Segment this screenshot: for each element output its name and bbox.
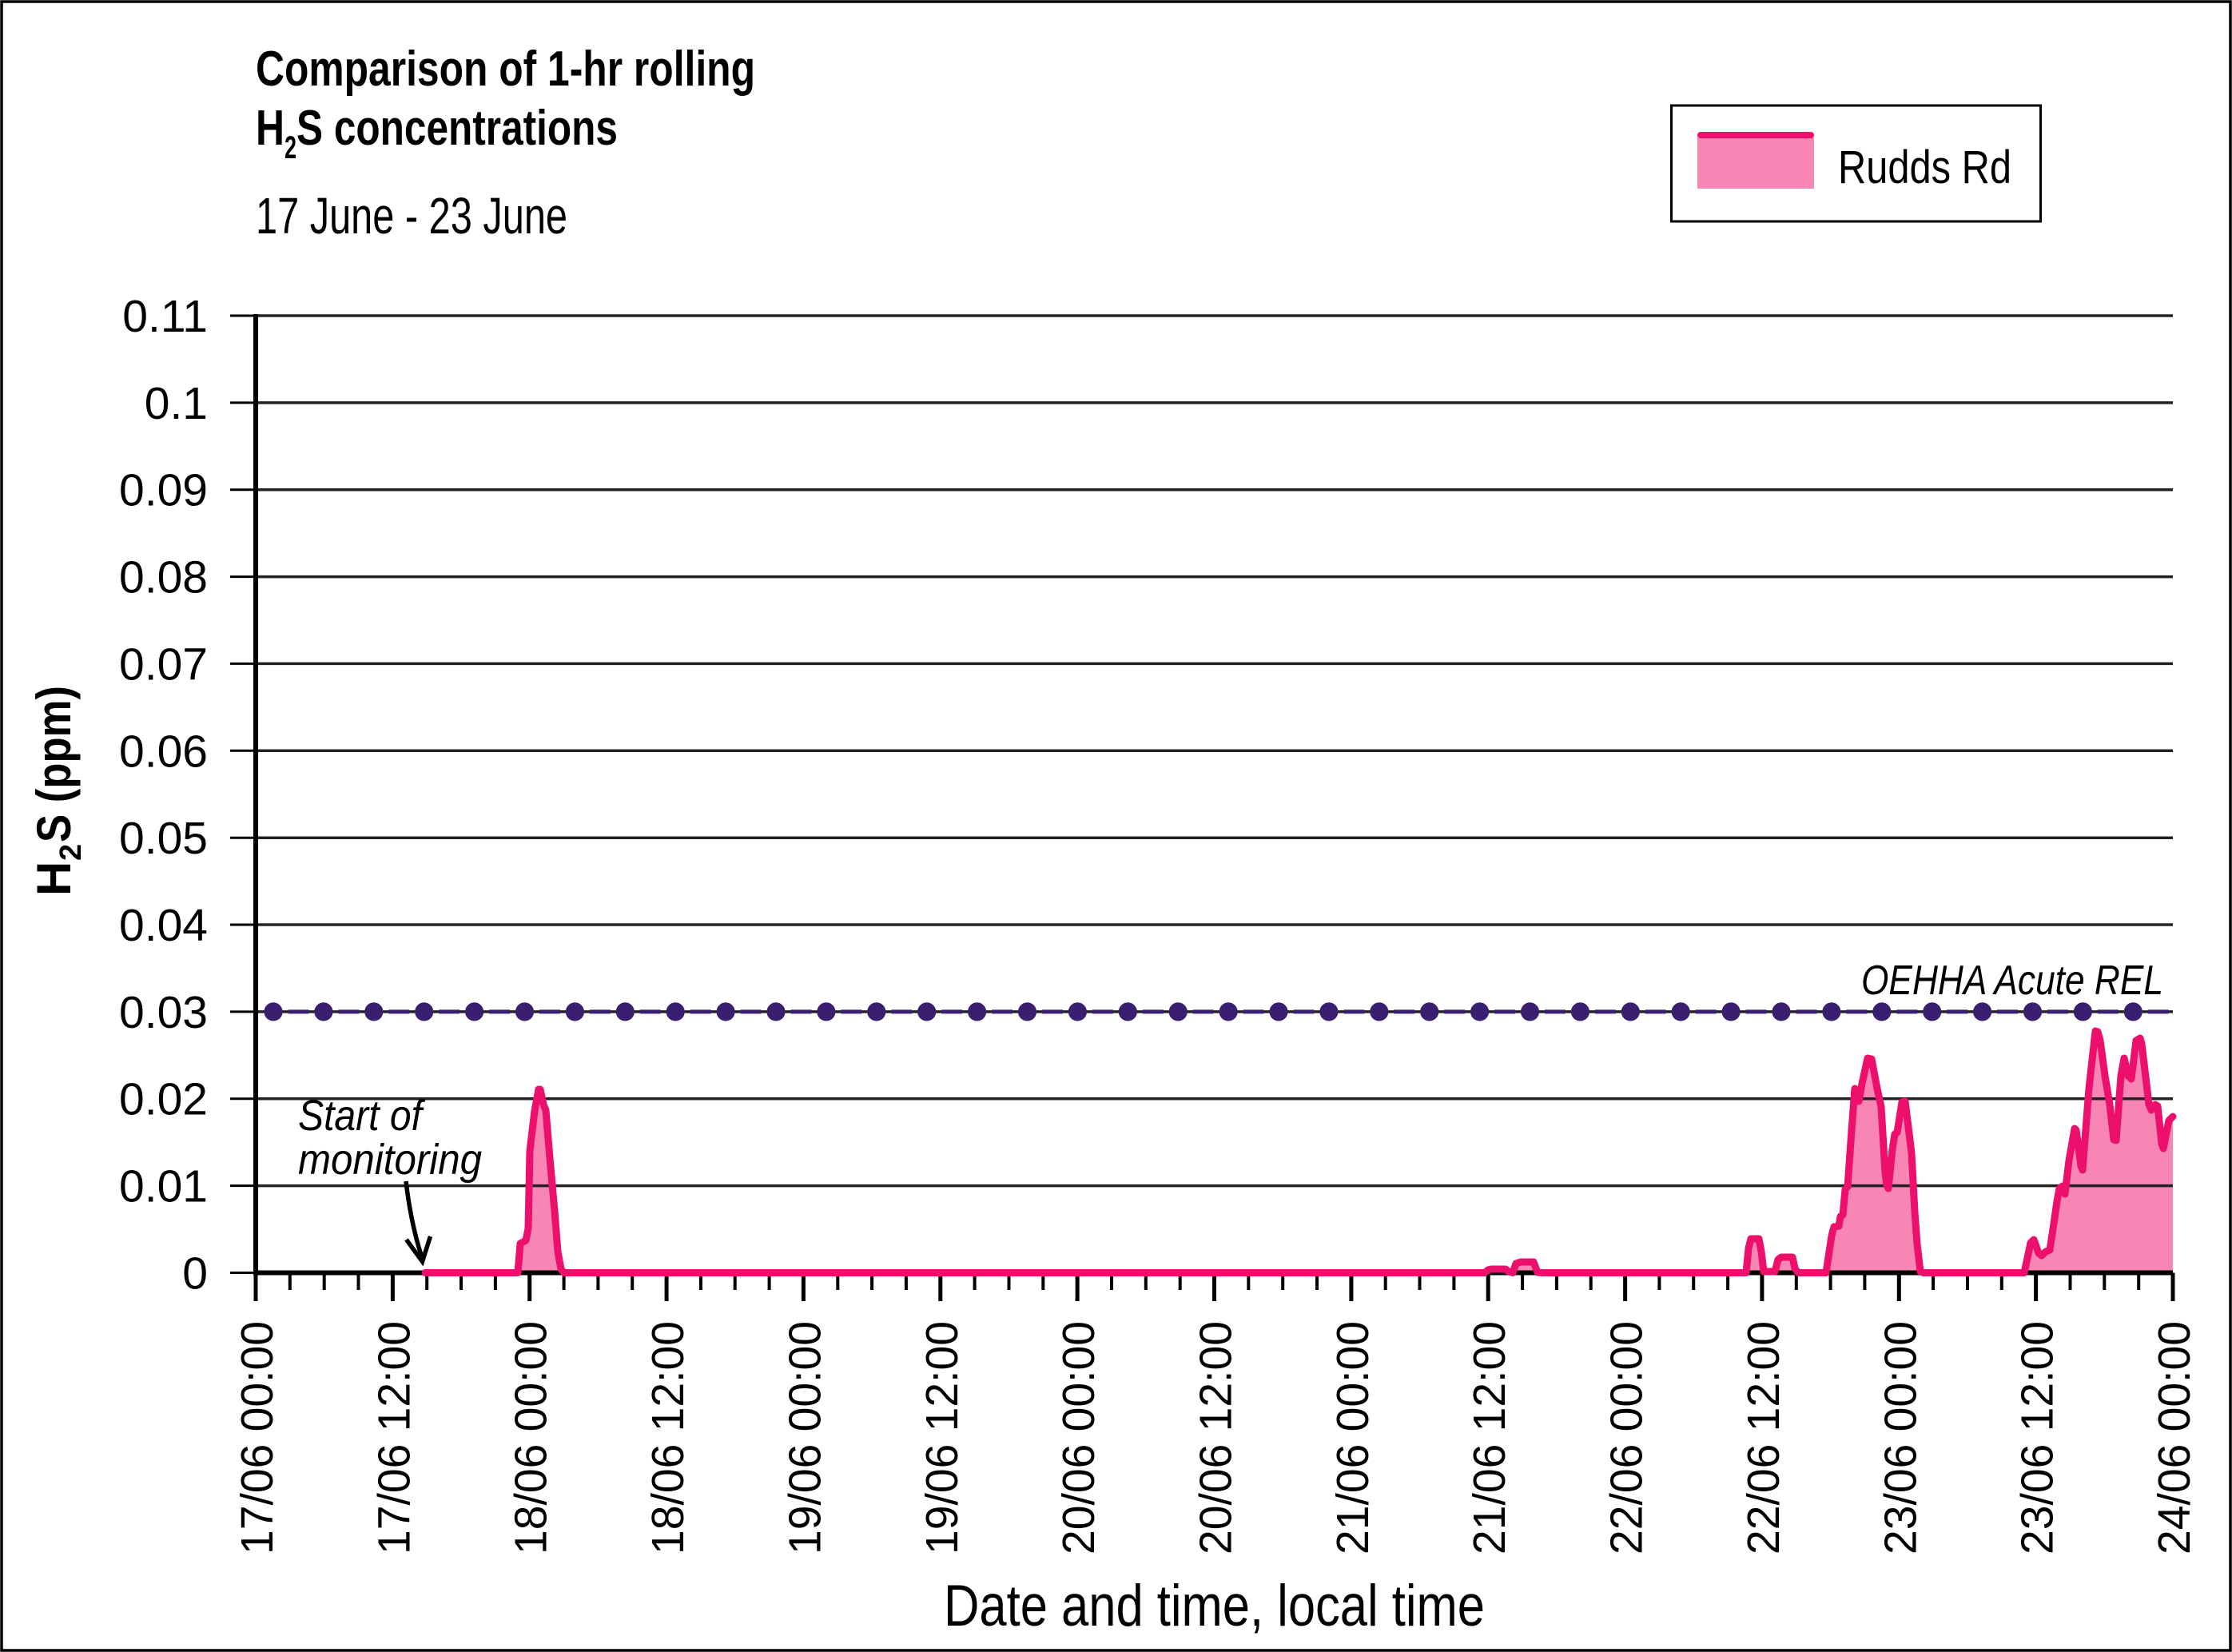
svg-text:21/06 12:00: 21/06 12:00 <box>1464 1321 1515 1554</box>
svg-text:Start of: Start of <box>298 1092 425 1140</box>
svg-text:2: 2 <box>284 130 296 165</box>
svg-text:0.06: 0.06 <box>119 726 208 777</box>
svg-text:17/06 12:00: 17/06 12:00 <box>368 1321 420 1554</box>
svg-text:Date and time, local time: Date and time, local time <box>944 1574 1485 1638</box>
svg-text:H: H <box>256 101 284 156</box>
svg-text:S (ppm): S (ppm) <box>27 686 81 842</box>
svg-text:18/06 00:00: 18/06 00:00 <box>506 1321 557 1554</box>
svg-text:Comparison of 1-hr rolling: Comparison of 1-hr rolling <box>256 42 755 97</box>
svg-text:0.04: 0.04 <box>119 900 208 951</box>
svg-text:17/06 00:00: 17/06 00:00 <box>232 1321 283 1554</box>
svg-text:19/06 12:00: 19/06 12:00 <box>917 1321 968 1554</box>
svg-text:0.09: 0.09 <box>119 465 208 516</box>
svg-text:OEHHA Acute REL: OEHHA Acute REL <box>1861 957 2163 1004</box>
svg-text:18/06 12:00: 18/06 12:00 <box>643 1321 694 1554</box>
svg-text:23/06 12:00: 23/06 12:00 <box>2012 1321 2063 1554</box>
svg-text:0.01: 0.01 <box>119 1161 208 1212</box>
svg-text:0.05: 0.05 <box>119 813 208 864</box>
svg-text:20/06 00:00: 20/06 00:00 <box>1053 1321 1104 1554</box>
svg-text:22/06 12:00: 22/06 12:00 <box>1738 1321 1789 1554</box>
svg-text:19/06 00:00: 19/06 00:00 <box>779 1321 830 1554</box>
svg-text:0.07: 0.07 <box>119 639 208 690</box>
svg-text:0.02: 0.02 <box>119 1074 208 1125</box>
svg-text:S concentrations: S concentrations <box>296 101 618 156</box>
svg-text:21/06 00:00: 21/06 00:00 <box>1327 1321 1379 1554</box>
svg-text:17 June - 23 June: 17 June - 23 June <box>256 187 567 245</box>
svg-text:0.08: 0.08 <box>119 552 208 603</box>
svg-text:H: H <box>27 862 81 896</box>
svg-text:20/06 12:00: 20/06 12:00 <box>1191 1321 1242 1554</box>
svg-text:monitoring: monitoring <box>298 1136 482 1184</box>
svg-text:0.1: 0.1 <box>145 378 208 429</box>
svg-text:0.11: 0.11 <box>122 291 208 342</box>
svg-text:2: 2 <box>54 844 88 861</box>
svg-text:0.03: 0.03 <box>119 987 208 1038</box>
svg-text:0: 0 <box>182 1248 208 1300</box>
svg-text:23/06 00:00: 23/06 00:00 <box>1875 1321 1926 1554</box>
svg-text:Rudds Rd: Rudds Rd <box>1838 141 2011 193</box>
svg-text:24/06 00:00: 24/06 00:00 <box>2149 1321 2200 1554</box>
svg-text:22/06 00:00: 22/06 00:00 <box>1601 1321 1653 1554</box>
